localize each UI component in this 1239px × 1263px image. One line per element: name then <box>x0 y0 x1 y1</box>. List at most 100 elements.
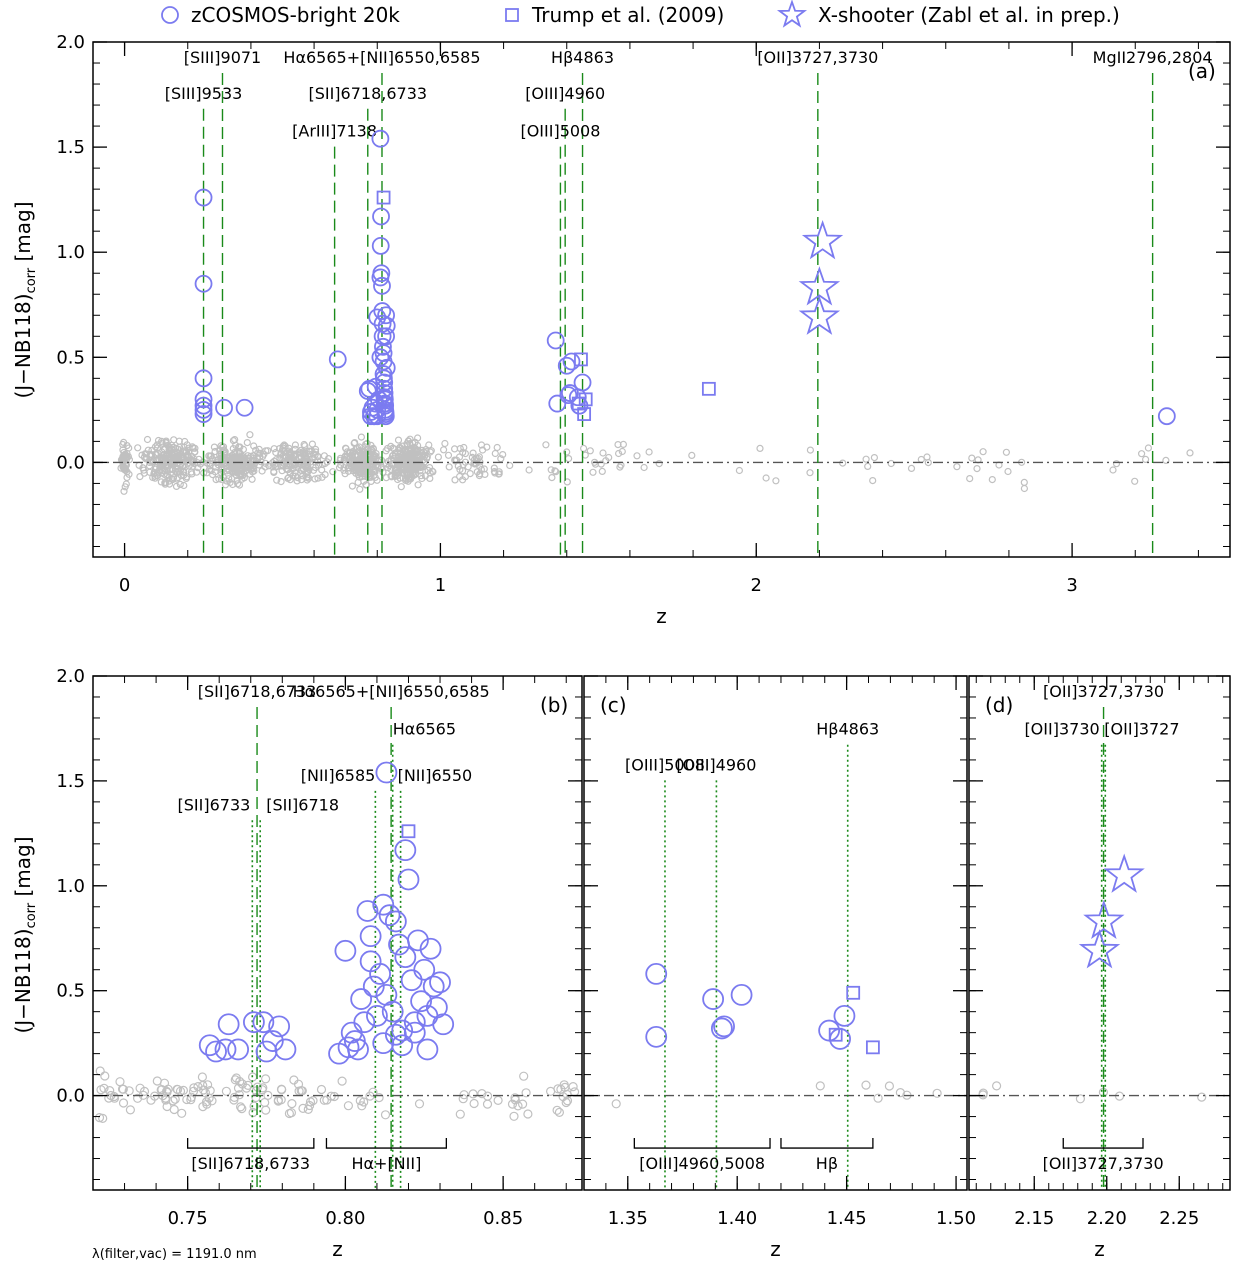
background-point <box>263 1090 273 1101</box>
background-point <box>548 474 556 482</box>
background-point <box>341 470 349 478</box>
background-point <box>991 1081 1002 1091</box>
bracket <box>633 1138 771 1149</box>
background-point <box>806 446 815 454</box>
data-point <box>401 824 416 839</box>
background-point <box>206 452 214 460</box>
background-point <box>236 1102 246 1112</box>
background-point <box>404 453 412 461</box>
data-point <box>730 983 753 1006</box>
background-point <box>168 465 176 473</box>
background-point <box>157 478 165 486</box>
data-point <box>573 373 592 392</box>
background-point <box>618 447 626 456</box>
data-point <box>328 350 347 369</box>
background-point <box>499 451 507 459</box>
data-point <box>419 937 442 960</box>
plot-area: [SIII]9533 [SIII]9071 [ArIII]7138 [SII]6718… <box>93 48 1230 557</box>
background-point <box>118 1084 128 1094</box>
background-point <box>459 476 467 484</box>
background-point <box>645 448 653 456</box>
background-point <box>861 1080 871 1090</box>
background-point <box>343 1101 353 1111</box>
background-point <box>917 455 925 464</box>
emission-line-label: [OIII]5008 <box>625 755 705 774</box>
background-point <box>517 1099 528 1109</box>
data-point <box>846 985 861 1000</box>
data-point <box>1157 407 1176 426</box>
background-point <box>1197 1092 1207 1102</box>
background-point <box>1162 456 1170 464</box>
background-point <box>688 451 696 459</box>
background-point <box>210 443 218 451</box>
data-point <box>372 893 395 916</box>
data-point <box>645 963 668 985</box>
background-point <box>246 470 254 478</box>
data-point <box>372 264 391 283</box>
emission-line-label: Hα6565+[NII]6550,6585 <box>283 48 480 67</box>
background-point <box>619 440 628 448</box>
bracket-label: Hα+[NII] <box>351 1154 421 1173</box>
data-point <box>833 1004 856 1027</box>
data-point <box>252 1011 275 1034</box>
y-axis-labels: (J−NB118)corr [mag] (J−NB118)corr [mag] <box>11 201 39 1033</box>
background-point <box>434 453 442 461</box>
background-point <box>257 458 265 466</box>
x-tick-label: 2.25 <box>1159 1208 1199 1229</box>
x-tick-label: 0.85 <box>483 1208 523 1229</box>
background-point <box>133 1093 143 1103</box>
background-point <box>633 452 641 460</box>
background-point <box>217 475 226 483</box>
emission-line-label: [OII]3727 <box>1104 720 1179 739</box>
background-point <box>270 467 278 475</box>
background-point <box>273 476 281 484</box>
bracket-label: Hβ <box>816 1154 838 1173</box>
background-point <box>966 475 974 483</box>
background-point <box>468 1089 478 1099</box>
background-point <box>229 1092 239 1103</box>
data-point <box>391 1034 414 1057</box>
background-point <box>207 1096 217 1106</box>
background-point <box>256 449 264 457</box>
background-point <box>455 1109 465 1119</box>
plot-area: [SII]6718,6733 Hα+[NII] [SII]6733 [SII]6718… <box>93 682 582 1190</box>
background-point <box>243 439 251 447</box>
bracket <box>186 1138 315 1149</box>
background-point <box>319 1095 329 1105</box>
background-point <box>614 449 623 458</box>
background-point <box>98 1113 108 1124</box>
background-point <box>762 474 770 482</box>
background-point <box>123 468 131 476</box>
background-point <box>142 455 150 463</box>
background-point <box>364 474 373 482</box>
background-point <box>547 466 555 474</box>
data-point <box>359 925 382 948</box>
background-point <box>238 458 246 466</box>
background-point <box>490 464 498 472</box>
background-point <box>427 447 435 455</box>
background-point <box>459 1090 469 1100</box>
background-point <box>124 1086 134 1096</box>
background-point <box>201 1097 212 1107</box>
emission-line-label: [OIII]5008 <box>520 122 600 141</box>
data-point <box>362 975 385 998</box>
x-tick-label: 1 <box>435 575 446 596</box>
background-point <box>342 444 350 452</box>
x-axis-label: z <box>656 604 667 628</box>
background-point <box>152 451 160 459</box>
y-tick-label: 1.5 <box>56 771 85 792</box>
background-point <box>183 473 191 481</box>
background-point <box>293 477 301 485</box>
series-circle <box>645 963 856 1050</box>
background-point <box>296 1085 306 1096</box>
background-point <box>561 1097 571 1108</box>
background-point <box>217 452 225 460</box>
background-point <box>229 437 237 445</box>
background-point <box>235 1076 245 1087</box>
data-point <box>429 971 451 994</box>
background-point <box>924 459 932 467</box>
background-point <box>303 476 311 484</box>
background-point <box>410 471 418 479</box>
data-point <box>391 1019 414 1042</box>
background-point <box>261 1074 271 1084</box>
